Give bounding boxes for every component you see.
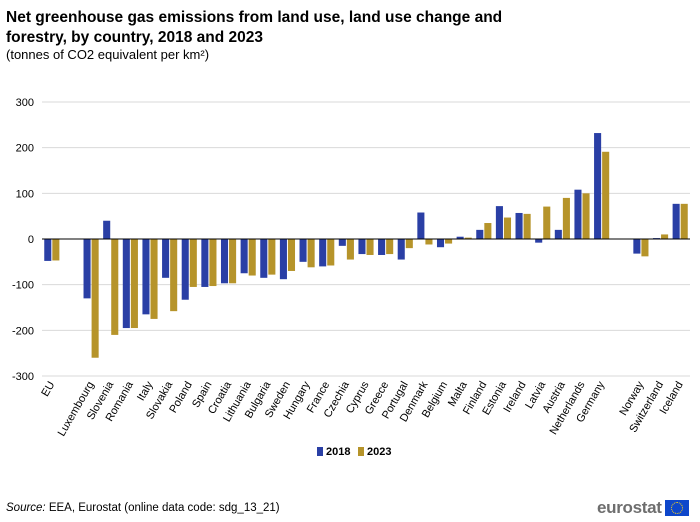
- bar-2018: [496, 206, 503, 239]
- bar-chart: 3002001000-100-200-300EULuxembourgSloven…: [0, 0, 700, 490]
- bar-2023: [308, 239, 315, 267]
- bar-2018: [535, 239, 542, 243]
- source-note: Source: EEA, Eurostat (online data code:…: [6, 502, 280, 514]
- bar-2023: [543, 207, 550, 239]
- legend-swatch-2018: [317, 447, 323, 456]
- bar-2023: [602, 152, 609, 239]
- bar-2018: [142, 239, 149, 314]
- bar-2023: [209, 239, 216, 286]
- bar-2018: [633, 239, 640, 254]
- y-tick-label: 100: [16, 188, 34, 200]
- bar-2023: [661, 234, 668, 239]
- bar-2023: [425, 239, 432, 244]
- bar-2018: [673, 204, 680, 239]
- bar-2018: [476, 230, 483, 239]
- bar-2023: [268, 239, 275, 275]
- bar-2023: [504, 218, 511, 239]
- bar-2023: [170, 239, 177, 311]
- bar-2018: [594, 133, 601, 239]
- source-text: EEA, Eurostat (online data code: sdg_13_…: [46, 502, 280, 514]
- bar-2018: [516, 213, 523, 239]
- bar-2023: [347, 239, 354, 260]
- legend-label-2023: 2023: [367, 446, 391, 458]
- bar-2018: [103, 221, 110, 239]
- y-tick-label: 300: [16, 97, 34, 109]
- y-tick-label: 200: [16, 143, 34, 155]
- legend-swatch-2023: [358, 447, 364, 456]
- bar-2023: [229, 239, 236, 283]
- bar-2018: [574, 190, 581, 239]
- bar-2018: [280, 239, 287, 279]
- bar-2023: [524, 214, 531, 239]
- eurostat-logo-text: eurostat: [597, 498, 662, 518]
- bar-2018: [300, 239, 307, 262]
- bar-2023: [406, 239, 413, 248]
- y-tick-label: -100: [12, 280, 34, 292]
- x-tick-label: EU: [39, 379, 57, 398]
- bar-2018: [378, 239, 385, 255]
- legend-label-2018: 2018: [326, 446, 350, 458]
- bar-2023: [563, 198, 570, 239]
- bar-2023: [151, 239, 158, 319]
- bar-2018: [260, 239, 267, 278]
- bar-2018: [555, 230, 562, 239]
- source-label: Source:: [6, 502, 46, 514]
- bar-2023: [445, 239, 452, 244]
- bar-2018: [358, 239, 365, 254]
- bar-2023: [249, 239, 256, 276]
- eu-flag-icon: [665, 500, 689, 516]
- y-tick-label: -300: [12, 371, 34, 383]
- bar-2023: [131, 239, 138, 328]
- bar-2023: [92, 239, 99, 358]
- bar-2023: [111, 239, 118, 335]
- bar-2018: [221, 239, 228, 283]
- bar-2018: [182, 239, 189, 300]
- bar-2018: [339, 239, 346, 246]
- eurostat-logo: eurostat: [597, 497, 689, 519]
- bar-2023: [190, 239, 197, 287]
- bar-2023: [288, 239, 295, 271]
- bar-2023: [386, 239, 393, 254]
- bar-2018: [241, 239, 248, 273]
- bar-2018: [398, 239, 405, 260]
- bar-2023: [327, 239, 334, 265]
- bar-2023: [52, 239, 59, 260]
- bar-2018: [417, 213, 424, 239]
- y-tick-label: -200: [12, 325, 34, 337]
- bar-2023: [641, 239, 648, 256]
- bar-2023: [367, 239, 374, 255]
- bar-2018: [162, 239, 169, 278]
- bar-2023: [484, 223, 491, 239]
- bar-2018: [123, 239, 130, 328]
- bar-2018: [84, 239, 91, 298]
- y-tick-label: 0: [28, 234, 34, 246]
- bar-2023: [583, 193, 590, 239]
- bar-2018: [201, 239, 208, 287]
- bar-2018: [44, 239, 51, 261]
- bar-2023: [681, 204, 688, 239]
- bar-2018: [437, 239, 444, 247]
- bar-2018: [319, 239, 326, 266]
